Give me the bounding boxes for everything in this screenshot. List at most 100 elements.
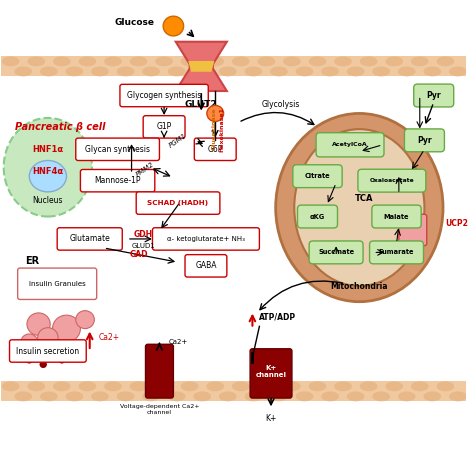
Ellipse shape xyxy=(347,391,365,401)
Ellipse shape xyxy=(270,391,288,401)
Bar xyxy=(1,56,466,77)
Ellipse shape xyxy=(117,391,134,401)
Ellipse shape xyxy=(193,391,211,401)
Ellipse shape xyxy=(385,382,403,391)
FancyBboxPatch shape xyxy=(136,192,220,214)
Ellipse shape xyxy=(309,382,326,391)
Polygon shape xyxy=(176,42,227,91)
FancyBboxPatch shape xyxy=(143,116,185,138)
Text: PGM1: PGM1 xyxy=(168,132,188,148)
FancyBboxPatch shape xyxy=(404,129,445,152)
Text: Glycogen synthesis: Glycogen synthesis xyxy=(127,91,201,100)
Text: ATP/ADP: ATP/ADP xyxy=(259,313,297,322)
Ellipse shape xyxy=(27,382,45,391)
Circle shape xyxy=(53,315,81,342)
Text: Insulin secretion: Insulin secretion xyxy=(16,346,80,355)
Text: Ca2+: Ca2+ xyxy=(99,333,120,342)
FancyBboxPatch shape xyxy=(414,84,454,107)
Text: Pyr: Pyr xyxy=(427,91,441,100)
Text: PMM2: PMM2 xyxy=(135,161,156,178)
Ellipse shape xyxy=(29,161,66,192)
Text: K+: K+ xyxy=(265,414,277,423)
Ellipse shape xyxy=(53,382,71,391)
Ellipse shape xyxy=(40,66,58,76)
Text: Nucleus: Nucleus xyxy=(33,196,63,205)
Ellipse shape xyxy=(155,56,173,66)
Ellipse shape xyxy=(245,391,262,401)
Circle shape xyxy=(26,356,33,364)
Ellipse shape xyxy=(117,66,134,76)
Text: ER: ER xyxy=(25,256,39,267)
Ellipse shape xyxy=(437,382,454,391)
Circle shape xyxy=(58,356,65,364)
Text: HNF1α: HNF1α xyxy=(32,145,64,154)
Text: GDH: GDH xyxy=(134,230,153,239)
Ellipse shape xyxy=(104,382,122,391)
Ellipse shape xyxy=(334,382,352,391)
Ellipse shape xyxy=(257,56,275,66)
Text: Pyr: Pyr xyxy=(417,136,432,145)
Text: UCP2: UCP2 xyxy=(446,219,468,228)
Text: Oxaloacetate: Oxaloacetate xyxy=(370,178,414,183)
Ellipse shape xyxy=(168,391,185,401)
Circle shape xyxy=(37,328,58,347)
Text: K+
channel: K+ channel xyxy=(255,365,286,377)
Ellipse shape xyxy=(437,56,454,66)
Ellipse shape xyxy=(65,66,83,76)
Ellipse shape xyxy=(155,382,173,391)
Text: Glucose: Glucose xyxy=(115,18,155,28)
Ellipse shape xyxy=(130,56,147,66)
Ellipse shape xyxy=(296,66,313,76)
Ellipse shape xyxy=(423,66,441,76)
Ellipse shape xyxy=(181,382,199,391)
Text: Glycan synthesis: Glycan synthesis xyxy=(85,145,150,154)
Text: G1P: G1P xyxy=(156,122,172,131)
Ellipse shape xyxy=(79,382,96,391)
FancyBboxPatch shape xyxy=(9,340,86,362)
Text: GABA: GABA xyxy=(195,261,217,270)
Circle shape xyxy=(163,16,183,36)
FancyBboxPatch shape xyxy=(120,84,208,107)
Text: TCA: TCA xyxy=(355,194,373,203)
Ellipse shape xyxy=(27,56,45,66)
Ellipse shape xyxy=(14,391,32,401)
Ellipse shape xyxy=(206,56,224,66)
Ellipse shape xyxy=(232,382,250,391)
Ellipse shape xyxy=(65,391,83,401)
Ellipse shape xyxy=(181,56,199,66)
Ellipse shape xyxy=(321,66,339,76)
Ellipse shape xyxy=(142,391,160,401)
Ellipse shape xyxy=(411,382,428,391)
FancyBboxPatch shape xyxy=(399,214,427,246)
Text: Glutamate: Glutamate xyxy=(69,235,110,244)
Ellipse shape xyxy=(130,382,147,391)
FancyBboxPatch shape xyxy=(298,205,337,228)
FancyBboxPatch shape xyxy=(309,241,363,264)
Ellipse shape xyxy=(257,382,275,391)
Circle shape xyxy=(76,311,94,329)
FancyBboxPatch shape xyxy=(57,228,122,250)
Ellipse shape xyxy=(423,391,441,401)
Ellipse shape xyxy=(334,56,352,66)
Ellipse shape xyxy=(245,66,262,76)
Ellipse shape xyxy=(283,382,301,391)
Ellipse shape xyxy=(2,382,19,391)
Text: GLUD1: GLUD1 xyxy=(131,243,155,249)
Ellipse shape xyxy=(398,66,416,76)
Text: Ca2+: Ca2+ xyxy=(169,339,188,345)
Text: Insulin Granules: Insulin Granules xyxy=(29,281,85,287)
Ellipse shape xyxy=(398,391,416,401)
Text: G6P: G6P xyxy=(208,145,223,154)
FancyBboxPatch shape xyxy=(250,349,292,398)
FancyBboxPatch shape xyxy=(358,169,426,192)
Ellipse shape xyxy=(40,391,58,401)
Ellipse shape xyxy=(2,56,19,66)
Ellipse shape xyxy=(309,56,326,66)
Ellipse shape xyxy=(347,66,365,76)
Text: HNF4α: HNF4α xyxy=(32,167,64,176)
FancyBboxPatch shape xyxy=(372,205,421,228)
Ellipse shape xyxy=(79,56,96,66)
Text: AcetylCoA: AcetylCoA xyxy=(332,143,368,147)
Ellipse shape xyxy=(219,391,237,401)
Ellipse shape xyxy=(53,56,71,66)
